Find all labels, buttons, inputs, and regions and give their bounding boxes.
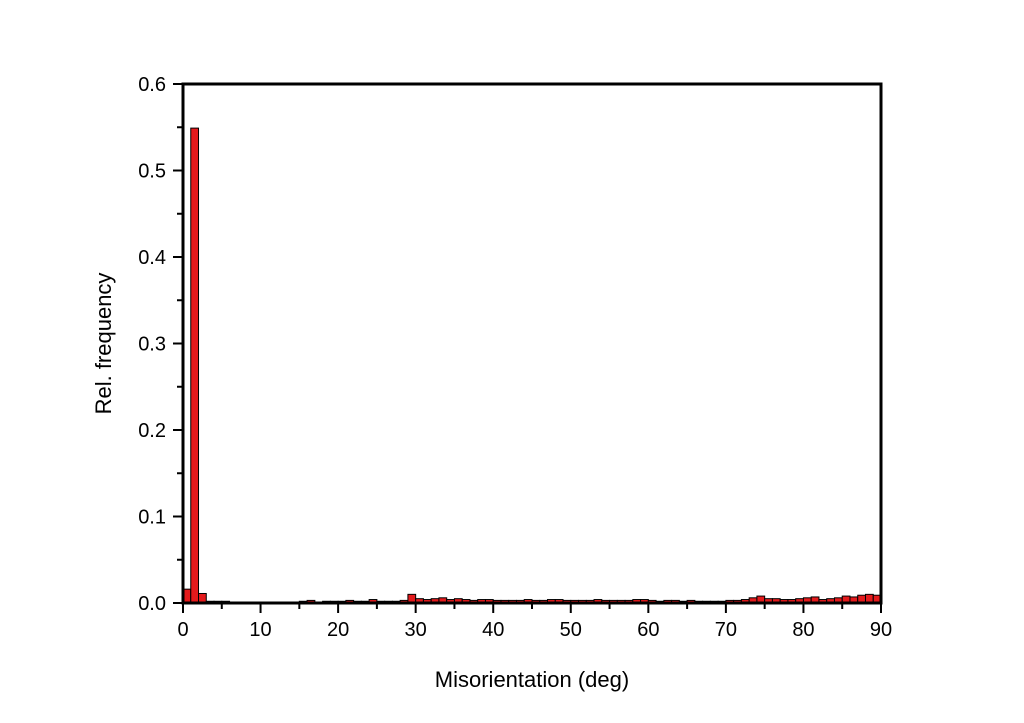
y-tick-label-5: 0.5 xyxy=(138,161,166,183)
y-tick-label-6: 0.6 xyxy=(138,74,166,96)
x-tick-label-10: 10 xyxy=(249,619,271,641)
y-tick-label-2: 0.2 xyxy=(138,420,166,442)
y-axis-title: Rel. frequency xyxy=(91,273,116,415)
x-tick-label-60: 60 xyxy=(637,619,659,641)
ticks-layer xyxy=(173,83,882,613)
x-tick-label-80: 80 xyxy=(792,619,814,641)
x-tick-label-20: 20 xyxy=(327,619,349,641)
bar-1 xyxy=(190,127,200,604)
x-tick-label-70: 70 xyxy=(715,619,737,641)
y-tick-label-4: 0.4 xyxy=(138,247,166,269)
y-tick-label-1: 0.1 xyxy=(138,507,166,529)
plot-frame xyxy=(181,82,883,605)
x-tick-label-50: 50 xyxy=(560,619,582,641)
x-tick-label-0: 0 xyxy=(177,619,188,641)
y-tick-label-0: 0.0 xyxy=(138,593,166,615)
x-axis-title: Misorientation (deg) xyxy=(435,667,629,692)
tick-labels-layer: 0 10 20 30 40 50 60 70 80 90 0.0 0.1 0.2 0.3 0.4 0.5 0.6 xyxy=(138,74,892,641)
x-tick-label-30: 30 xyxy=(405,619,427,641)
x-tick-label-90: 90 xyxy=(870,619,892,641)
x-tick-label-40: 40 xyxy=(482,619,504,641)
bars-layer xyxy=(182,127,882,604)
y-tick-label-3: 0.3 xyxy=(138,334,166,356)
